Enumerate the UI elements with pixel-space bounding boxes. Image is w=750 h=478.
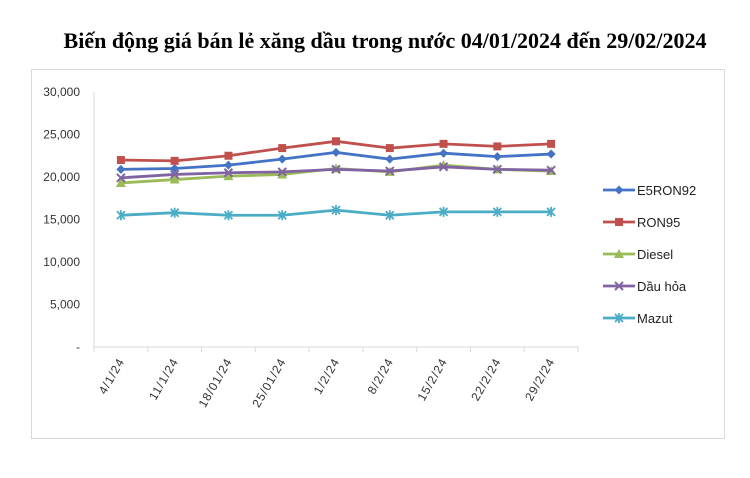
x-tick-label: 18/01/24 bbox=[196, 356, 235, 410]
data-point bbox=[385, 154, 395, 164]
data-point bbox=[547, 139, 556, 148]
data-point bbox=[331, 147, 341, 157]
data-point bbox=[331, 164, 341, 175]
x-tick-label: 4/1/24 bbox=[96, 356, 128, 397]
y-tick-label: - bbox=[76, 340, 80, 354]
data-point bbox=[170, 156, 179, 165]
y-tick-label: 10,000 bbox=[43, 255, 80, 269]
legend-label: Dầu hỏa bbox=[637, 279, 687, 294]
x-tick-label: 11/1/24 bbox=[146, 356, 181, 403]
data-point bbox=[223, 168, 234, 178]
data-point bbox=[438, 206, 449, 217]
data-point bbox=[224, 151, 233, 160]
data-point bbox=[492, 164, 503, 175]
y-tick-label: 30,000 bbox=[43, 85, 80, 99]
data-point bbox=[438, 162, 449, 172]
data-point bbox=[115, 177, 126, 187]
x-tick-label: 15/2/24 bbox=[415, 356, 451, 404]
legend-label: Diesel bbox=[637, 247, 673, 262]
legend-label: RON95 bbox=[637, 215, 680, 230]
x-tick-label: 25/01/24 bbox=[249, 356, 288, 410]
data-point bbox=[116, 173, 126, 183]
y-tick-label: 5,000 bbox=[50, 298, 80, 312]
data-point bbox=[170, 164, 180, 173]
data-point bbox=[385, 144, 394, 153]
data-point bbox=[277, 167, 287, 177]
data-point bbox=[277, 169, 288, 179]
data-point bbox=[614, 185, 624, 195]
data-point bbox=[546, 206, 556, 217]
data-point bbox=[492, 152, 502, 162]
data-point bbox=[116, 156, 125, 164]
data-point bbox=[385, 166, 395, 176]
data-point bbox=[169, 169, 180, 180]
data-point bbox=[223, 160, 233, 170]
data-point bbox=[439, 139, 448, 148]
data-point bbox=[439, 148, 449, 158]
x-tick-label: 8/2/24 bbox=[365, 356, 397, 397]
data-point bbox=[615, 218, 623, 226]
data-point bbox=[169, 174, 180, 184]
data-point bbox=[331, 205, 341, 216]
legend-label: E5RON92 bbox=[637, 183, 696, 198]
legend-label: Mazut bbox=[637, 311, 673, 326]
data-point bbox=[278, 144, 287, 153]
data-point bbox=[546, 149, 556, 159]
x-tick-label: 1/2/24 bbox=[311, 356, 343, 397]
y-tick-label: 15,000 bbox=[43, 213, 80, 227]
data-point bbox=[223, 171, 234, 181]
data-point bbox=[614, 281, 624, 291]
data-point bbox=[277, 154, 287, 164]
data-point bbox=[385, 210, 395, 221]
data-point bbox=[223, 210, 234, 221]
chart-title: Biến động giá bán lẻ xăng dầu trong nước… bbox=[63, 28, 707, 53]
chart-frame bbox=[31, 69, 725, 439]
data-point bbox=[493, 142, 502, 151]
y-tick-label: 20,000 bbox=[43, 170, 80, 184]
data-point bbox=[614, 313, 624, 323]
data-point bbox=[170, 207, 180, 218]
data-point bbox=[332, 137, 340, 146]
data-point bbox=[546, 165, 556, 175]
data-point bbox=[277, 210, 287, 221]
y-tick-label: 25,000 bbox=[43, 128, 80, 142]
data-point bbox=[116, 210, 126, 221]
x-tick-label: 29/2/24 bbox=[522, 356, 558, 404]
data-point bbox=[116, 164, 126, 174]
data-point bbox=[492, 206, 502, 217]
x-tick-label: 22/2/24 bbox=[468, 356, 504, 404]
data-point bbox=[614, 249, 624, 258]
